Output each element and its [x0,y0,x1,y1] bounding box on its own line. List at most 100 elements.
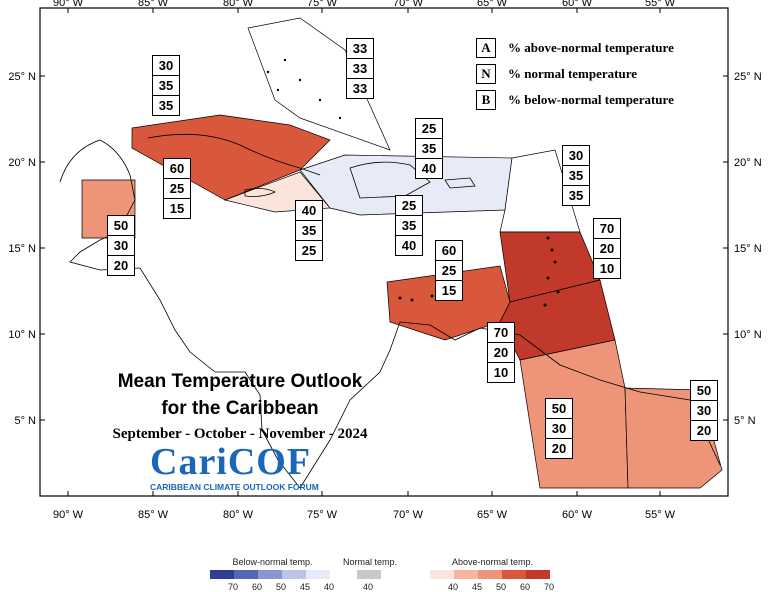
y-tick-label: 10° N [734,329,762,341]
probability-value: 60 [163,158,191,179]
x-tick-label: 55° W [645,0,676,9]
y-tick-label: 25° N [8,71,36,83]
probability-value: 33 [346,78,374,99]
probability-value: 35 [152,75,180,96]
probability-value: 20 [690,420,718,441]
region-cuba [131,114,331,201]
scale-tick-label: 60 [520,582,531,592]
probability-value: 33 [346,38,374,59]
scale-tick-label: 50 [276,582,287,592]
probability-value: 35 [395,215,423,236]
probability-value: 35 [152,95,180,116]
scale-tick-label: 70 [228,582,239,592]
x-tick-label: 70° W [393,0,424,9]
y-tick-label: 20° N [734,157,762,169]
map-title: Mean Temperature Outlook [117,371,363,392]
map-subtitle: for the Caribbean [161,398,319,419]
probability-value: 15 [435,280,463,301]
probability-value: 35 [562,165,590,186]
probability-value: 10 [487,362,515,383]
scale-swatch [478,570,502,579]
probability-value: 30 [545,418,573,439]
probability-value: 30 [690,400,718,421]
probability-value: 25 [295,240,323,261]
caricof-logo: CariCOF [150,441,312,483]
x-tick-label: 90° W [53,509,84,521]
scale-swatch [258,570,282,579]
x-tick-label: 55° W [645,509,676,521]
probability-value: 70 [487,322,515,343]
x-tick-label: 85° W [138,0,169,9]
scale-swatch [282,570,306,579]
x-tick-label: 65° W [477,0,508,9]
key-box-b: B [476,90,496,110]
scale-tick-label: 40 [363,582,374,592]
probability-value: 35 [415,138,443,159]
scale-tick-label: 45 [472,582,483,592]
x-tick-label: 90° W [53,0,84,9]
y-tick-label: 15° N [734,243,762,255]
scale-swatch [357,570,381,579]
y-tick-label: 5° N [14,415,36,427]
key-text-normal: % normal temperature [508,66,638,81]
scale-swatch [526,570,550,579]
probability-value: 35 [295,220,323,241]
probability-value: 70 [593,218,621,239]
axis-ticks: 90° W 90° W 85° W 85° W 80° W 80° W 75° W 75° W… [8,0,761,521]
scale-swatch [306,570,330,579]
coastlines [59,133,721,489]
scale-below-bar [210,570,330,579]
probability-value: 20 [545,438,573,459]
probability-value: 50 [107,215,135,236]
key-text-above: % above-normal temperature [508,40,674,55]
probability-value: 20 [107,255,135,276]
probability-value: 20 [593,238,621,259]
probability-value: 30 [107,235,135,256]
y-tick-label: 10° N [8,329,36,341]
region-guyana [519,339,629,489]
scale-tick-label: 70 [544,582,555,592]
scale-normal-bar [357,570,381,579]
y-tick-label: 20° N [8,157,36,169]
x-tick-label: 75° W [307,0,338,9]
key-above: A % above-normal temperature [476,38,716,58]
scale-swatch [502,570,526,579]
x-tick-label: 65° W [477,509,508,521]
probability-value: 40 [415,158,443,179]
probability-value: 25 [435,260,463,281]
key-normal: N % normal temperature [476,64,716,84]
probability-value: 40 [295,200,323,221]
probability-value: 50 [690,380,718,401]
x-tick-label: 80° W [223,509,254,521]
probability-value: 30 [152,55,180,76]
region-layer [81,17,723,489]
scale-swatch [430,570,454,579]
x-tick-label: 85° W [138,509,169,521]
y-tick-label: 25° N [734,71,762,83]
scale-tick-label: 60 [252,582,263,592]
scale-tick-label: 40 [448,582,459,592]
scale-swatch [210,570,234,579]
probability-value: 25 [415,118,443,139]
probability-value: 40 [395,235,423,256]
probability-value: 25 [395,195,423,216]
map-period: September - October - November - 2024 [112,426,368,442]
key-below: B % below-normal temperature [476,90,716,110]
probability-value: 35 [562,185,590,206]
scale-tick-label: 45 [300,582,311,592]
scale-normal-title: Normal temp. [342,557,397,567]
x-tick-label: 70° W [393,509,424,521]
probability-value: 10 [593,258,621,279]
scale-below-title: Below-normal temp. [232,557,313,567]
region-bahamas [247,17,391,151]
probability-value: 33 [346,58,374,79]
caricof-logo-subtitle: CARIBBEAN CLIMATE OUTLOOK FORUM [150,482,319,492]
y-tick-label: 15° N [8,243,36,255]
islands [266,58,560,307]
y-tick-label: 5° N [734,415,756,427]
x-tick-label: 80° W [223,0,254,9]
x-tick-label: 75° W [307,509,338,521]
probability-value: 20 [487,342,515,363]
scale-swatch [234,570,258,579]
probability-value: 25 [163,178,191,199]
